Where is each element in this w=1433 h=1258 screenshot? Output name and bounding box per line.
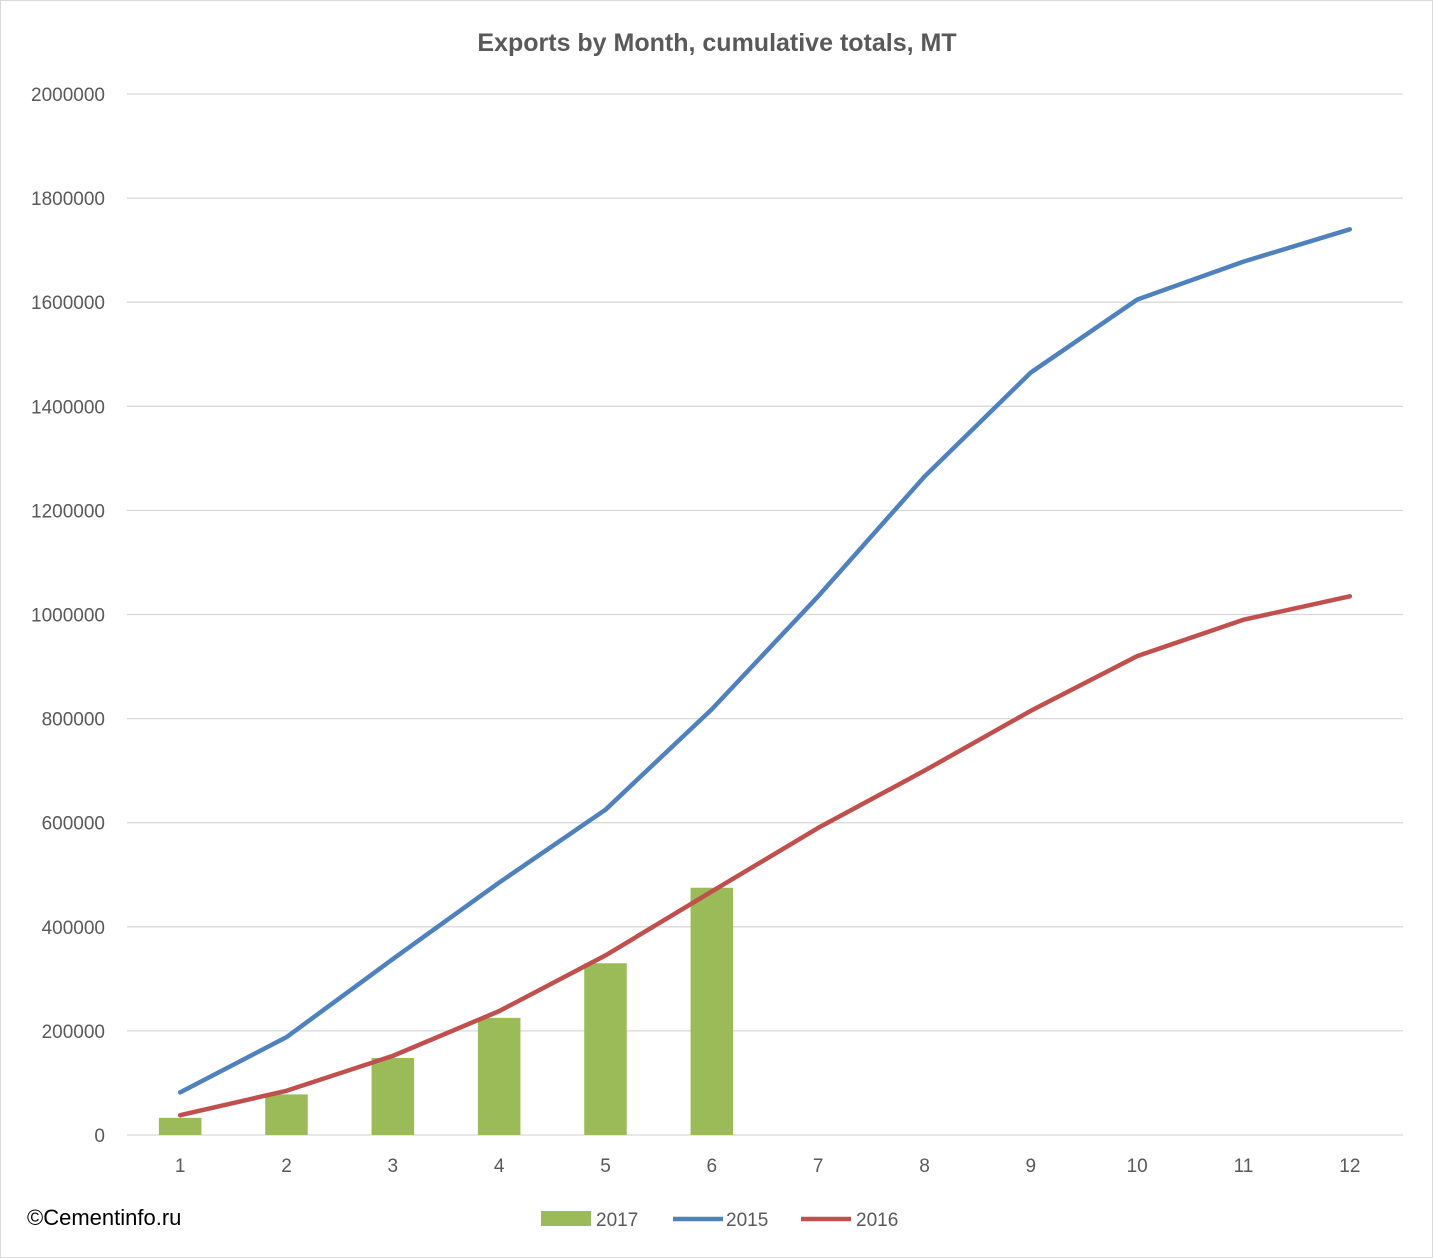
y-tick-label: 600000 (42, 814, 105, 835)
x-tick-label: 12 (1339, 1156, 1360, 1177)
watermark-text: ©Cementinfo.ru (27, 1205, 182, 1230)
bar-2017-2 (265, 1094, 308, 1135)
x-tick-label: 1 (175, 1156, 186, 1177)
legend-label-2017: 2017 (596, 1210, 638, 1231)
line-2016 (177, 594, 1353, 1118)
y-tick-label: 400000 (42, 918, 105, 939)
bar-2017-6 (690, 887, 734, 1135)
legend-label-2016: 2016 (856, 1210, 898, 1231)
y-tick-label: 1200000 (31, 501, 105, 522)
line-2015 (177, 227, 1353, 1095)
x-tick-label: 5 (600, 1156, 611, 1177)
bar-2017-4 (477, 1017, 521, 1135)
x-tick-label: 4 (494, 1156, 505, 1177)
x-tick-label: 10 (1127, 1156, 1148, 1177)
bar-2017-1 (158, 1117, 202, 1135)
bar-series (158, 887, 734, 1135)
x-axis-tick-labels: 1 2 3 4 5 6 7 8 9 10 11 12 (175, 1156, 1361, 1177)
x-tick-label: 8 (919, 1156, 930, 1177)
legend: 2017 2015 2016 (541, 1210, 898, 1231)
x-tick-label: 7 (813, 1156, 824, 1177)
y-tick-label: 1000000 (31, 606, 105, 627)
bar-2017-3 (371, 1057, 415, 1135)
x-tick-label: 9 (1026, 1156, 1037, 1177)
y-tick-label: 2000000 (31, 85, 105, 106)
x-tick-label: 3 (388, 1156, 399, 1177)
y-tick-label: 200000 (42, 1022, 105, 1043)
y-tick-label: 800000 (42, 710, 105, 731)
legend-label-2015: 2015 (726, 1210, 768, 1231)
line-series (177, 227, 1353, 1118)
y-tick-label: 1400000 (31, 397, 105, 418)
x-tick-label: 6 (707, 1156, 718, 1177)
x-tick-label: 2 (281, 1156, 292, 1177)
y-tick-label: 0 (94, 1126, 105, 1147)
chart-title: Exports by Month, cumulative totals, MT (477, 29, 956, 57)
legend-swatch-2017 (541, 1211, 591, 1226)
y-tick-label: 1600000 (31, 293, 105, 314)
x-tick-label: 11 (1234, 1156, 1254, 1177)
gridlines (127, 93, 1403, 1136)
y-tick-label: 1800000 (31, 189, 105, 210)
y-axis-tick-labels: 0 200000 400000 600000 800000 1000000 1200000 1… (31, 85, 105, 1147)
bar-2017-5 (584, 963, 627, 1135)
